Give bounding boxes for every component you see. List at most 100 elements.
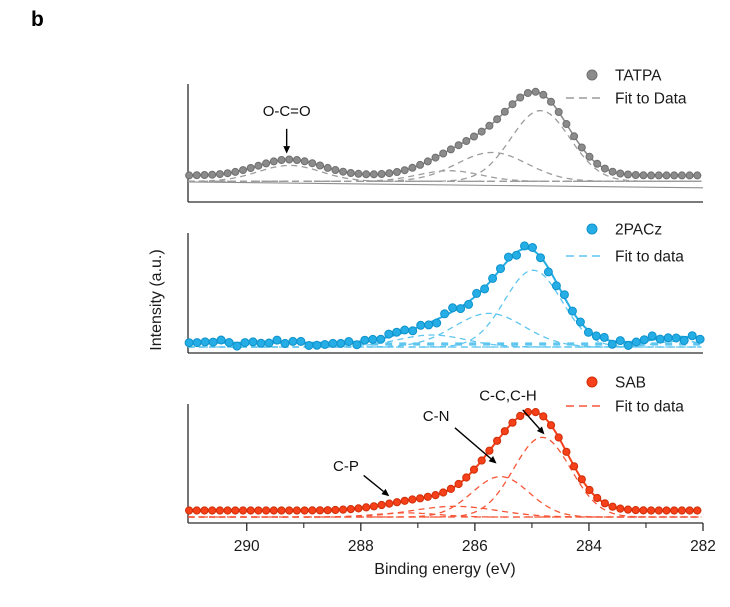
data-point	[593, 493, 602, 503]
data-point	[344, 337, 354, 346]
data-point	[308, 159, 317, 168]
legend-marker-icon	[586, 376, 598, 388]
data-point	[516, 93, 525, 102]
data-point	[185, 506, 194, 515]
data-point	[239, 166, 247, 175]
data-point	[369, 170, 378, 179]
data-point	[346, 505, 355, 514]
data-point	[623, 341, 633, 350]
annotation-text: C-P	[333, 458, 359, 475]
data-point	[216, 335, 226, 345]
data-point	[508, 418, 517, 427]
data-point	[616, 169, 625, 178]
data-points-2pacz	[184, 241, 705, 351]
data-point	[432, 318, 442, 328]
data-point	[200, 337, 210, 347]
legend-2pacz: 2PACz Fit to data	[566, 222, 684, 266]
data-point	[577, 143, 586, 152]
data-point	[346, 169, 355, 177]
data-point	[312, 340, 322, 350]
data-point	[685, 171, 694, 180]
data-point	[369, 502, 378, 511]
data-point	[416, 494, 425, 503]
data-point	[663, 333, 673, 343]
data-point	[385, 169, 394, 178]
data-point	[679, 336, 689, 345]
data-point	[448, 303, 458, 313]
fit-component-curve	[188, 436, 702, 518]
data-point	[577, 475, 586, 484]
data-point	[408, 495, 417, 504]
data-point	[454, 479, 463, 489]
legend-tatpa: TATPA Fit to Data	[566, 68, 687, 108]
data-point	[647, 331, 657, 341]
data-point	[232, 341, 242, 351]
data-point	[539, 412, 548, 421]
data-point	[446, 145, 455, 154]
data-point	[670, 171, 679, 180]
data-point	[360, 335, 370, 345]
data-point	[192, 171, 201, 180]
data-point	[208, 170, 217, 179]
data-point	[523, 89, 532, 97]
data-point	[246, 506, 255, 515]
data-point	[554, 433, 563, 442]
data-point	[277, 156, 286, 164]
arrow-head-icon	[283, 146, 291, 154]
data-point	[262, 159, 271, 168]
data-point	[400, 166, 409, 175]
annotation-arrow-line	[522, 409, 540, 430]
data-point	[223, 169, 232, 178]
data-point	[512, 250, 521, 260]
data-point	[520, 241, 529, 251]
annotation-text: O-C=O	[263, 103, 311, 120]
data-point	[639, 335, 649, 345]
y-axis-label: Intensity (a.u.)	[148, 249, 165, 351]
data-point	[631, 171, 640, 179]
data-point	[485, 446, 494, 455]
data-point	[440, 309, 450, 319]
data-point	[254, 506, 263, 515]
data-point	[462, 137, 471, 145]
data-point	[248, 337, 258, 347]
data-point	[423, 492, 432, 501]
data-point	[500, 107, 509, 116]
x-tick-label: 282	[690, 538, 716, 555]
annotation-arrow-line	[454, 427, 492, 460]
data-point	[456, 304, 466, 314]
annotation-o-c-o: O-C=O	[263, 103, 311, 154]
data-point	[554, 108, 563, 116]
fit-component-curve	[187, 164, 702, 182]
data-point	[315, 506, 325, 515]
panel-sab: SAB Fit to data C-P C-N C-C,C-H	[185, 375, 703, 524]
panel-2pacz: 2PACz Fit to data	[184, 222, 705, 354]
data-point	[339, 505, 348, 514]
data-point	[408, 163, 417, 172]
data-point	[362, 170, 371, 179]
data-points-tatpa	[185, 87, 702, 180]
data-point	[480, 284, 490, 294]
data-point	[296, 336, 306, 346]
data-point	[208, 506, 217, 515]
data-point	[536, 253, 545, 263]
data-point	[431, 153, 440, 162]
data-point	[493, 436, 502, 445]
data-point	[368, 334, 378, 344]
data-point	[559, 290, 569, 300]
data-point	[670, 506, 679, 515]
data-point	[320, 340, 330, 349]
data-point	[424, 320, 434, 330]
data-point	[280, 338, 290, 348]
data-point	[300, 157, 309, 166]
x-axis-label: Binding energy (eV)	[374, 561, 516, 578]
fit-component-curve	[188, 109, 702, 182]
data-point	[400, 325, 410, 335]
data-point	[615, 336, 625, 346]
data-point	[277, 506, 286, 515]
legend-fit-label: Fit to data	[615, 249, 684, 266]
data-point	[339, 167, 348, 176]
data-point	[654, 506, 663, 515]
data-point	[599, 332, 609, 342]
